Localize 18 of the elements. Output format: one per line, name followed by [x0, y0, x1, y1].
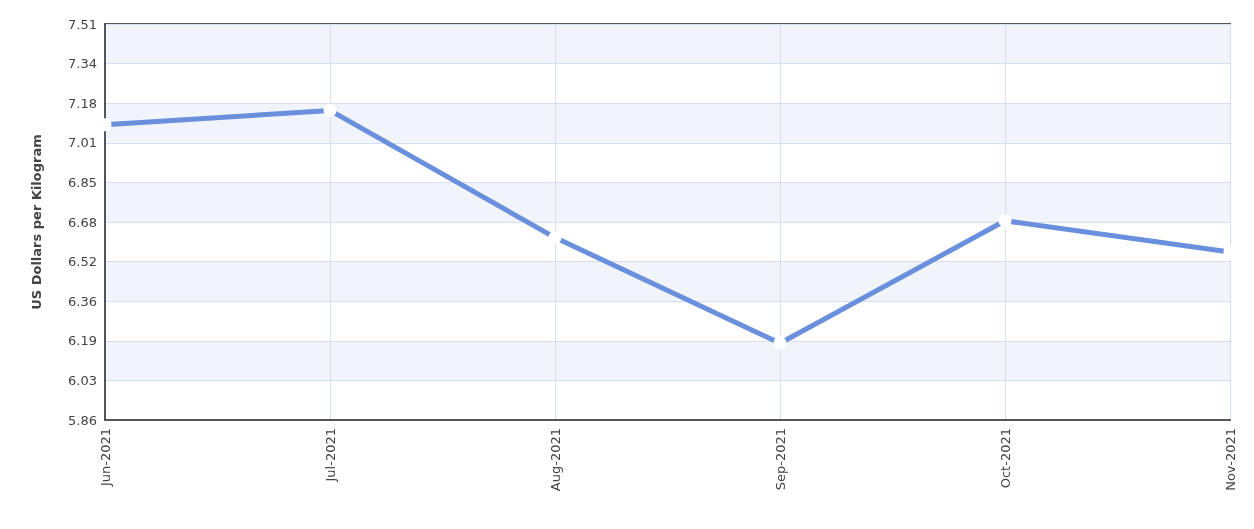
y-tick-label: 7.51 — [68, 16, 97, 32]
y-tick-label: 6.03 — [68, 372, 97, 388]
x-tick-label: Jun-2021 — [97, 428, 113, 488]
y-tick-label: 5.86 — [68, 412, 97, 428]
y-tick-label: 6.19 — [68, 333, 97, 349]
y-tick-label: 7.18 — [68, 95, 97, 111]
x-tick-label: Jul-2021 — [322, 428, 338, 483]
y-tick-label: 7.01 — [68, 135, 97, 151]
x-tick-label: Aug-2021 — [547, 428, 563, 492]
y-tick-label: 7.34 — [68, 56, 97, 72]
x-tick-label: Sep-2021 — [772, 428, 788, 491]
x-tick-label: Nov-2021 — [1222, 428, 1238, 491]
x-tick-label: Oct-2021 — [997, 428, 1013, 489]
y-tick-label: 6.85 — [68, 174, 97, 190]
y-axis-title: US Dollars per Kilogram — [29, 134, 44, 310]
y-tick-label: 6.68 — [68, 214, 97, 230]
y-tick-label: 6.52 — [68, 254, 97, 270]
y-tick-label: 6.36 — [68, 293, 97, 309]
